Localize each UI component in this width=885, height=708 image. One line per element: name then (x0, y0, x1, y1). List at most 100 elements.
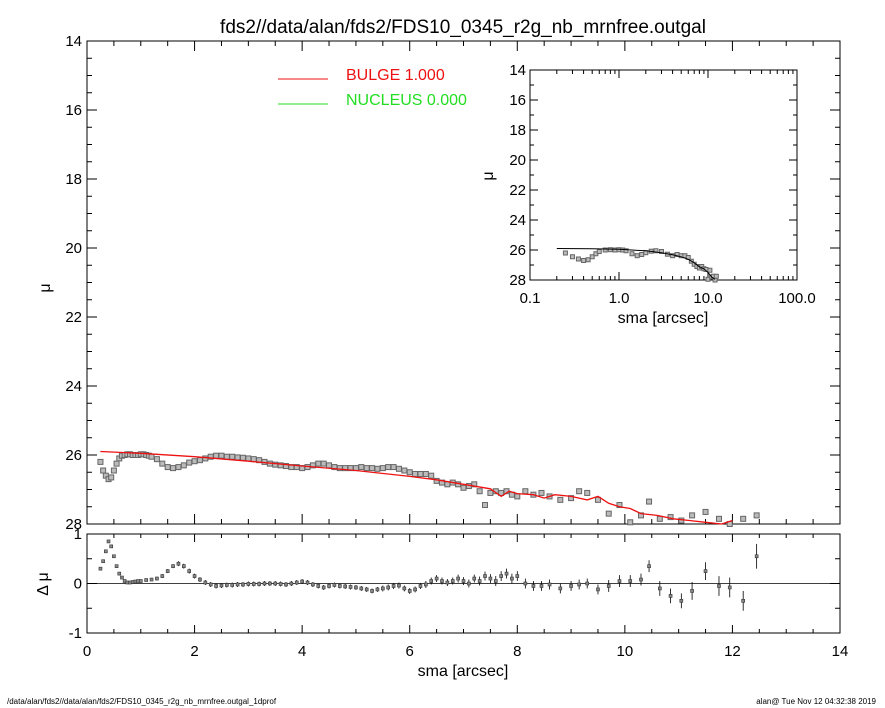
main-data-point (627, 519, 634, 526)
residual-point (558, 586, 563, 591)
residual-point (717, 584, 721, 588)
residual-point (98, 566, 103, 571)
inset-data-point (562, 250, 568, 256)
inset-data-point (585, 257, 591, 263)
residual-point (569, 584, 573, 588)
residual-point (504, 571, 509, 576)
inset-data-point (629, 251, 635, 257)
residual-point (149, 577, 154, 582)
residual-point (483, 574, 487, 578)
residual-point (337, 584, 342, 588)
main-data-point (108, 474, 115, 481)
main-data-point (444, 481, 451, 488)
residual-point (104, 549, 108, 554)
main-data-point (390, 464, 397, 471)
main-data-point (702, 508, 709, 515)
main-data-point (379, 465, 386, 472)
main-data-point (113, 460, 120, 467)
inset-data-point (639, 252, 645, 257)
residual-point (434, 576, 439, 581)
inset-data-point (602, 247, 608, 253)
residual-point (523, 581, 528, 586)
main-data-point (656, 515, 663, 522)
main-panel: 14 16 18 20 22 24 26 28 μ (37, 33, 841, 533)
residual-point (257, 582, 261, 586)
residual-point (596, 587, 600, 592)
bulge-model-line (100, 450, 733, 525)
main-data-point (412, 470, 419, 477)
main-ytick-label: 24 (65, 378, 82, 395)
residual-point (144, 578, 148, 582)
main-data-point (320, 460, 327, 467)
inset-xtick-label: 10.0 (693, 290, 722, 307)
residual-point (397, 583, 401, 588)
residual-point (208, 582, 213, 587)
residual-point (198, 577, 202, 582)
residual-point (647, 564, 651, 568)
legend: BULGE 1.000 NUCLEUS 0.000 (278, 67, 467, 109)
residual-point (106, 539, 111, 544)
residual-point (192, 574, 197, 578)
residual-point (354, 585, 358, 590)
main-data-point (213, 452, 220, 459)
residual-point (440, 579, 444, 583)
main-data-point (476, 488, 483, 495)
residual-point (679, 599, 684, 603)
main-data-point (245, 455, 252, 462)
residual-point (225, 583, 229, 587)
main-data-point (234, 454, 241, 461)
inset-xtick-label: 0.1 (520, 290, 541, 307)
main-data-point (646, 498, 653, 505)
inset-data-point (596, 249, 602, 254)
main-data-point (97, 458, 104, 465)
residual-point (120, 575, 124, 580)
inset-data-point (569, 254, 575, 260)
residual-point (332, 583, 337, 587)
main-data-point (678, 517, 685, 524)
residual-point (262, 581, 267, 586)
residual-xtick-label: 12 (724, 643, 741, 660)
main-data-point (753, 512, 760, 519)
inset-data-point (713, 273, 719, 279)
inset-data-point (634, 253, 640, 259)
residual-point (493, 579, 498, 583)
main-data-point (100, 467, 107, 474)
inset-data-point (658, 249, 664, 254)
main-data-point (239, 454, 246, 461)
main-ytick-label: 20 (65, 240, 82, 257)
residual-point (606, 584, 611, 588)
residual-xtick-label: 0 (83, 643, 91, 660)
residual-point (160, 574, 165, 578)
inset-data-point (707, 267, 713, 273)
main-data-point (196, 457, 203, 464)
residual-ytick-label: -1 (69, 625, 82, 642)
inset-data-point (575, 256, 581, 262)
residual-point (539, 584, 544, 588)
main-data-point (616, 502, 623, 509)
residual-point (219, 583, 224, 588)
inset-ytick-label: 14 (509, 62, 526, 79)
residual-xtick-label: 2 (190, 643, 198, 660)
main-data-point (605, 510, 612, 517)
residual-point (413, 587, 417, 592)
residual-point (284, 582, 288, 587)
residual-point (456, 576, 460, 581)
inset-ytick-label: 26 (509, 242, 526, 259)
residual-point (488, 576, 493, 581)
residual-point (402, 586, 407, 591)
inset-data-point (607, 247, 613, 253)
main-data-point (401, 467, 408, 474)
main-data-point (460, 484, 467, 491)
main-data-point (487, 489, 494, 496)
residual-xlabel: sma [arcsec] (418, 663, 509, 680)
main-data-point (594, 496, 601, 503)
main-data-point (406, 469, 413, 476)
main-data-point (471, 481, 478, 488)
residual-point (754, 554, 759, 559)
main-ytick-label: 26 (65, 447, 82, 464)
residual-point (418, 584, 423, 588)
residual-point (117, 571, 122, 576)
main-ytick-label: 14 (65, 33, 82, 50)
residual-point (327, 584, 331, 588)
